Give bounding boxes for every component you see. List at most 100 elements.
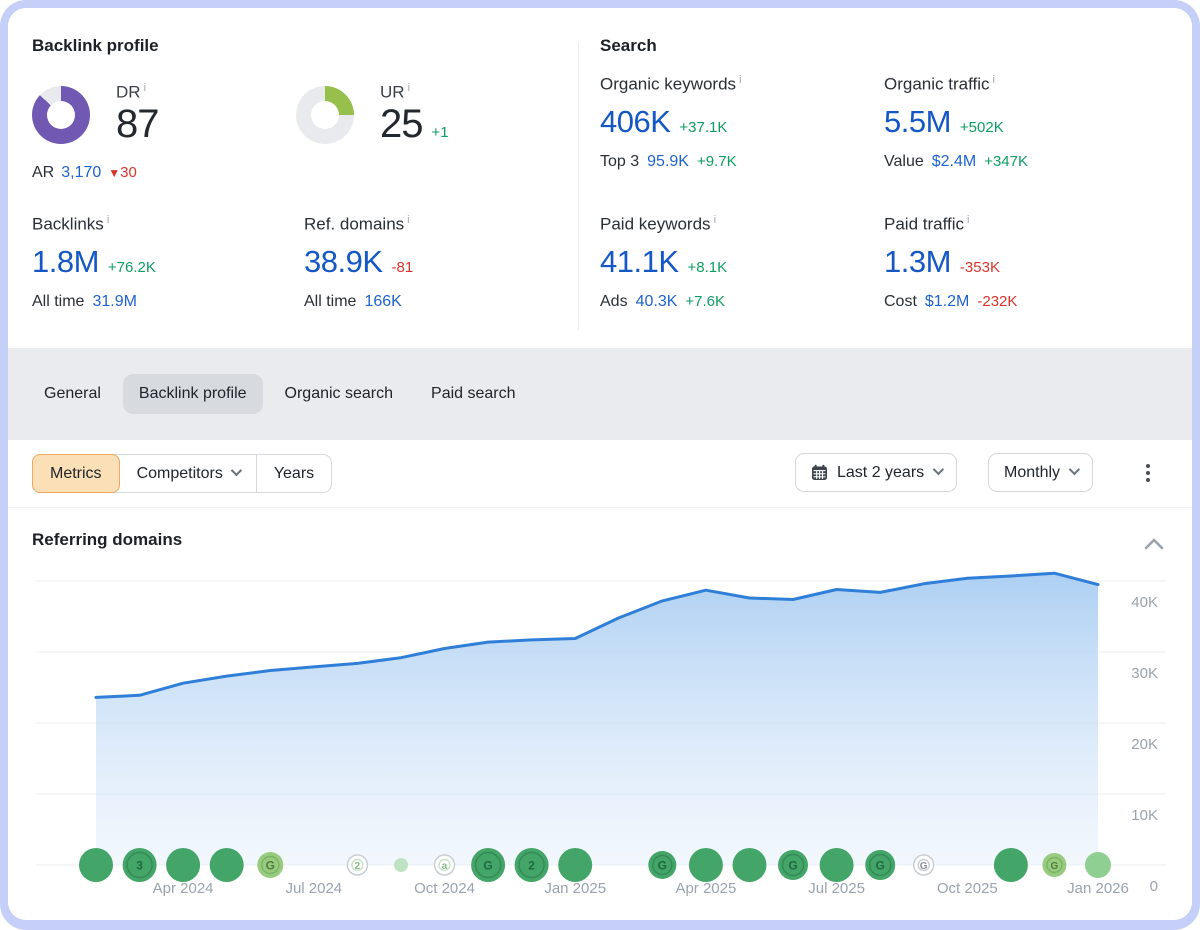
alltime-value[interactable]: 166K <box>364 292 402 310</box>
stat-delta: +76.2K <box>107 258 156 276</box>
svg-text:G: G <box>788 859 797 873</box>
ur-value: 25 <box>380 101 423 146</box>
svg-text:a: a <box>442 861 448 872</box>
svg-text:G: G <box>483 859 492 873</box>
svg-text:2: 2 <box>355 861 361 872</box>
svg-text:40K: 40K <box>1131 594 1158 611</box>
info-icon <box>407 214 409 226</box>
info-icon <box>967 214 969 226</box>
stat-delta: -81 <box>391 258 414 276</box>
svg-text:Jan 2025: Jan 2025 <box>544 880 606 897</box>
svg-text:3: 3 <box>136 859 143 873</box>
chart-controls-row: Metrics Competitors Years Last 2 years <box>8 440 1192 508</box>
svg-text:20K: 20K <box>1131 736 1158 753</box>
collapse-chevron-up-icon[interactable] <box>1142 534 1166 554</box>
info-icon <box>993 74 995 86</box>
stat-label: Organic keywords <box>600 74 737 94</box>
chart-event-marker[interactable]: G <box>865 850 896 880</box>
stat-value[interactable]: 1.3M <box>884 243 951 279</box>
section-title-backlink-profile: Backlink profile <box>32 36 159 55</box>
ar-label: AR <box>32 164 55 181</box>
referring-domains-chart[interactable]: 40K 30K 20K 10K 0 Apr 2024 Jul 2024 Oct 2024 Jan… <box>8 560 1192 918</box>
tab-organic-search[interactable]: Organic search <box>284 385 394 402</box>
chart-event-marker[interactable]: G <box>1042 853 1067 877</box>
stat-value[interactable]: 41.1K <box>600 243 679 279</box>
stat-value[interactable]: 38.9K <box>304 243 383 279</box>
stat-delta: -353K <box>959 258 1000 276</box>
svg-text:G: G <box>658 859 667 873</box>
ar-delta: 30 <box>120 164 137 181</box>
date-range-button[interactable]: Last 2 years <box>795 453 958 492</box>
metrics-segment[interactable]: Metrics <box>32 454 120 493</box>
chart-event-marker[interactable]: G <box>778 850 808 880</box>
stat-label: Paid keywords <box>600 214 711 234</box>
stat-label: Paid traffic <box>884 214 965 234</box>
stat-value[interactable]: 406K <box>600 103 671 139</box>
chart-event-marker[interactable] <box>79 848 113 882</box>
overview-card: Backlink profile Search DR 87 AR 3,170 ▼… <box>8 8 1192 920</box>
chevron-down-icon <box>230 464 242 477</box>
ur-rating: UR 25 +1 <box>380 82 449 145</box>
stat-delta: +37.1K <box>679 118 728 136</box>
chart-event-marker[interactable] <box>993 848 1028 882</box>
ur-delta: +1 <box>431 123 449 141</box>
more-options-button[interactable] <box>1136 460 1160 486</box>
chart-event-marker[interactable] <box>558 848 593 882</box>
stat-value[interactable]: 1.8M <box>32 243 99 279</box>
competitors-segment[interactable]: Competitors <box>120 455 257 492</box>
chevron-down-icon <box>1068 463 1081 476</box>
tab-backlink-profile[interactable]: Backlink profile <box>122 374 263 414</box>
stat-label: Backlinks <box>32 214 104 234</box>
svg-text:G: G <box>266 859 275 873</box>
chart-event-marker[interactable]: G <box>471 848 506 882</box>
section-divider <box>578 42 579 330</box>
chart-event-marker[interactable] <box>394 858 408 872</box>
view-segmented-control: Metrics Competitors Years <box>32 454 333 493</box>
alltime-value[interactable]: 31.9M <box>92 292 137 310</box>
tab-paid-search[interactable]: Paid search <box>431 385 516 402</box>
ur-label: UR <box>380 82 405 102</box>
ur-donut-gauge <box>296 86 354 144</box>
svg-text:G: G <box>1051 861 1059 872</box>
dr-donut-gauge <box>32 86 90 144</box>
chart-event-marker[interactable] <box>732 848 767 882</box>
svg-text:Apr 2024: Apr 2024 <box>153 880 214 897</box>
svg-text:30K: 30K <box>1131 665 1158 682</box>
stat-paid-traffic: Paid traffic 1.3M-353K Cost$1.2M-232K <box>884 214 1144 311</box>
chart-event-marker[interactable]: 3 <box>122 848 157 882</box>
info-icon <box>714 214 716 226</box>
chart-event-marker[interactable]: G <box>648 851 677 879</box>
granularity-button[interactable]: Monthly <box>988 453 1094 492</box>
chart-event-marker[interactable] <box>688 848 723 882</box>
dr-label: DR <box>116 82 141 102</box>
svg-text:G: G <box>876 859 885 873</box>
chart-event-marker[interactable]: G <box>912 854 935 876</box>
years-segment[interactable]: Years <box>273 464 315 482</box>
chart-event-marker[interactable] <box>819 848 854 882</box>
stat-value[interactable]: 5.5M <box>884 103 951 139</box>
chart-event-marker[interactable]: 2 <box>346 854 369 876</box>
chart-event-marker[interactable]: a <box>433 854 456 876</box>
stat-organic-traffic: Organic traffic 5.5M+502K Value$2.4M+347… <box>884 74 1144 171</box>
svg-text:Apr 2025: Apr 2025 <box>675 880 736 897</box>
date-range-label: Last 2 years <box>837 463 925 481</box>
chart-event-marker[interactable] <box>209 848 244 882</box>
ar-value[interactable]: 3,170 <box>61 164 102 181</box>
svg-text:Jul 2025: Jul 2025 <box>808 880 865 897</box>
chevron-down-icon <box>932 463 945 476</box>
chart-event-marker[interactable]: 2 <box>514 848 549 882</box>
granularity-label: Monthly <box>1004 463 1061 481</box>
svg-text:Jul 2024: Jul 2024 <box>285 880 342 897</box>
chart-event-marker[interactable] <box>1085 852 1111 878</box>
svg-text:Oct 2025: Oct 2025 <box>937 880 998 897</box>
calendar-icon <box>812 464 827 480</box>
chart-event-marker[interactable]: G <box>257 852 284 878</box>
svg-text:Jan 2026: Jan 2026 <box>1067 880 1129 897</box>
stat-label: Organic traffic <box>884 74 990 94</box>
chart-event-marker[interactable] <box>166 848 201 882</box>
stat-delta: +502K <box>959 118 1004 136</box>
stat-organic-keywords: Organic keywords 406K+37.1K Top 395.9K+9… <box>600 74 860 171</box>
section-title-search: Search <box>600 36 657 55</box>
tab-general[interactable]: General <box>44 385 101 402</box>
